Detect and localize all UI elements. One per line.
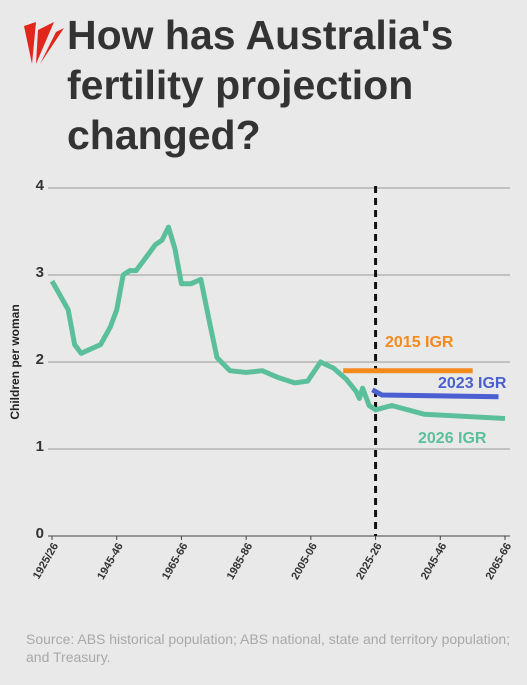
y-tick-label: 1 xyxy=(36,438,44,455)
x-tick-label: 1925/26 xyxy=(31,541,61,581)
x-tick-label: 2005-06 xyxy=(289,541,320,582)
line xyxy=(371,387,499,400)
x-tick-label: 2065-66 xyxy=(484,541,515,582)
y-tick-label: 3 xyxy=(36,264,44,281)
chart: Children per woman 0 1 2 3 4 1925/26 1945-46 19… xyxy=(8,177,515,582)
x-tick-label: 2045-46 xyxy=(419,541,450,582)
series-label: 2015 IGR xyxy=(385,334,454,351)
x-tick-label: 1965-66 xyxy=(160,541,191,582)
y-tick-label: 0 xyxy=(36,525,44,542)
logo xyxy=(24,22,64,64)
x-tick-label: 1985-86 xyxy=(225,541,256,582)
logo-shape xyxy=(36,22,54,64)
x-tick-label: 1945-46 xyxy=(95,541,126,582)
series-label: 2026 IGR xyxy=(418,430,487,447)
x-tick-label: 2025-26 xyxy=(354,541,385,582)
y-tick-label: 2 xyxy=(36,351,44,368)
line xyxy=(49,224,506,422)
source: Source: ABS historical population; ABS n… xyxy=(26,631,511,665)
y-axis-label: Children per woman xyxy=(8,304,22,419)
chart-title: How has Australia's fertility projection… xyxy=(67,12,454,158)
logo-shape xyxy=(40,28,64,64)
series-label: 2023 IGR xyxy=(438,375,507,392)
logo-shape xyxy=(24,22,36,64)
y-tick-label: 4 xyxy=(36,177,45,194)
